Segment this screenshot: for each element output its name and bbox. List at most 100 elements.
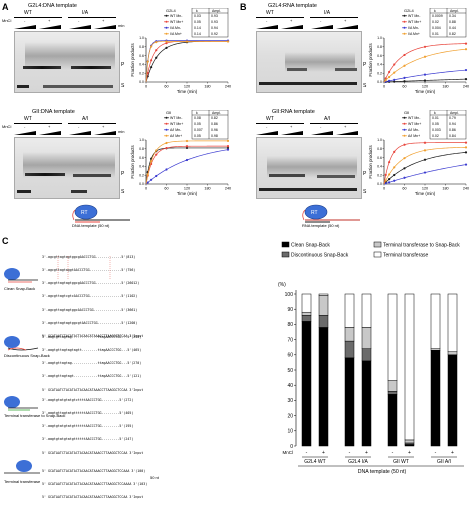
mncl2-tick-label: +: [451, 450, 454, 456]
y-tick-label: 0.2: [139, 173, 144, 177]
data-point: [403, 80, 406, 83]
minus-label: -: [320, 124, 322, 129]
seq-line: 3'-agcgttagtagtggcgAACCCTGG.............…: [42, 254, 136, 259]
mncl2-tick-label: -: [306, 450, 308, 456]
mncl2-tick-label: +: [365, 450, 368, 456]
bar-segment: [361, 360, 372, 447]
legend-marker: [165, 122, 168, 125]
y-tick-label: 0.8: [139, 147, 144, 151]
template-label: RNA template (50 nt): [302, 223, 340, 228]
data-point: [388, 173, 391, 176]
y-tick-label: 0.0: [139, 80, 144, 84]
legend-marker: [403, 116, 406, 119]
legend-label: WT Mn+: [170, 20, 183, 24]
seq-line: 5' GCATAATCTACATACTACAACATAAACCTTAAGGCTC…: [42, 387, 144, 392]
seq-line: 3'-aagtgttagtagtagtt........ttagAACCCTGG…: [42, 348, 142, 353]
legend-label: Terminal transferase to Snap-Back: [383, 243, 460, 249]
data-point: [403, 143, 406, 146]
kinetic-table-header: Ampl.: [450, 111, 459, 115]
gel-image-a-top: [14, 31, 120, 93]
bar-segment: [301, 321, 312, 447]
data-point: [423, 79, 427, 82]
legend-marker: [403, 20, 406, 23]
data-point: [388, 161, 391, 164]
data-point: [388, 75, 391, 79]
x-tick-label: 0: [145, 85, 147, 89]
seq-line: 3'-aagtgttagtagt............ttagAACCCTGG…: [42, 374, 142, 379]
plot-b-top-container: G2L4 k Ampl. WT Mn- 0.0009 0.34 WT Mn+ 0.02 0.88…: [368, 7, 472, 96]
table-cell-ampl: 0.94: [449, 122, 456, 126]
series-curve: [383, 146, 467, 185]
mncl2-tick-label: +: [408, 450, 411, 456]
y-tick-label: 0.6: [377, 156, 382, 160]
group-label: A/I: [82, 116, 89, 122]
seq-line: 3'-agcgttagtagtggcgAACCCTGG.............…: [42, 281, 140, 286]
x-tick-label: 240: [463, 85, 469, 89]
minus-label: -: [78, 124, 80, 129]
panel-a-top-title: G2L4:DNA template: [28, 3, 77, 9]
mncl2-tick-label: +: [322, 450, 325, 456]
x-tick-label: 0: [383, 187, 385, 191]
seq-line: 3'-aagtgtatgtatgttttttAACCCTGG.........5…: [42, 424, 134, 429]
lane-p-label: P: [363, 62, 367, 68]
category-label: Discontinuous Snap-Back: [4, 353, 50, 358]
data-point: [146, 71, 149, 75]
data-point: [185, 145, 189, 148]
plot-b-bottom: GII k Ampl. WT Mn- 0.01 0.79 WT Mn+ 0.05 0.94 A/I…: [368, 109, 469, 196]
kinetic-table-name: GII: [166, 110, 171, 115]
data-point: [165, 168, 168, 171]
x-tick-label: 120: [184, 85, 190, 89]
plus-label: +: [102, 124, 105, 129]
series-curve: [383, 164, 467, 185]
legend-marker: [165, 134, 168, 137]
data-point: [165, 146, 168, 150]
minus-label: -: [266, 18, 268, 23]
bar-segment: [387, 293, 398, 381]
y-tick-label: 80: [287, 322, 293, 328]
plus-label: +: [290, 18, 293, 23]
table-cell-ampl: 0.94: [211, 26, 218, 30]
x-axis-label: Time (min): [415, 191, 436, 196]
kinetic-table-header: k: [434, 9, 436, 13]
y-tick-label: 0.6: [139, 54, 144, 58]
data-point: [384, 77, 387, 80]
data-point: [185, 139, 189, 143]
plot-a-top: G2L4 k Ampl. WT Mn- 0.03 0.93 WT Mn+ 0.05 0.93 I/…: [130, 7, 231, 94]
table-cell-ampl: 0.93: [211, 20, 218, 24]
lane-s-label: S: [121, 189, 125, 195]
legend-label: A/I Mn+: [170, 134, 182, 138]
data-point: [388, 181, 391, 184]
x-tick-label: 180: [442, 187, 448, 191]
data-point: [165, 46, 168, 49]
table-cell-ampl: 0.98: [211, 134, 218, 138]
y-tick-label: 0.2: [139, 71, 144, 75]
table-cell-k: 0.08: [194, 116, 201, 120]
data-point: [403, 53, 406, 57]
y-tick-label: 0.0: [139, 182, 144, 186]
seq-block-tt: 5' GCATAATCTACATACTACAACATAAACCTTAAGGCTC…: [42, 460, 147, 508]
bar-segment: [301, 293, 312, 313]
data-point: [423, 55, 427, 58]
data-point: [423, 171, 427, 174]
y-tick-label: 0.4: [139, 165, 144, 169]
y-tick-label: 0.6: [139, 156, 144, 160]
time-wedges: [14, 25, 116, 29]
series-curve: [145, 40, 228, 83]
rt-enzyme-icon: [4, 336, 20, 348]
data-point: [403, 167, 406, 170]
data-point: [165, 42, 168, 45]
legend-label: WT Mn+: [408, 122, 421, 126]
table-cell-ampl: 0.79: [449, 116, 456, 120]
x-tick-label: 120: [422, 85, 428, 89]
data-point: [393, 78, 396, 81]
plot-a-top-container: G2L4 k Ampl. WT Mn- 0.03 0.93 WT Mn+ 0.05 0.93 I/…: [130, 7, 234, 96]
series-curve: [145, 40, 228, 83]
legend-label: Discontinuous Snap-Back: [291, 253, 349, 259]
data-point: [146, 181, 149, 184]
lane-p-label: P: [121, 62, 125, 68]
rt-rna-cartoon: RT: [302, 204, 360, 223]
y-axis-label: Fraction products: [130, 43, 135, 76]
x-tick-label: 60: [164, 187, 168, 191]
legend-marker: [403, 32, 406, 35]
lane-p-label: P: [363, 171, 367, 177]
